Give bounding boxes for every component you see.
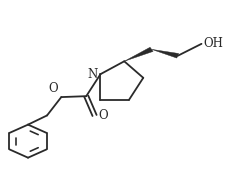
Polygon shape <box>152 49 179 58</box>
Text: N: N <box>87 68 98 81</box>
Text: O: O <box>98 109 108 122</box>
Polygon shape <box>124 47 153 61</box>
Text: OH: OH <box>204 37 224 50</box>
Text: O: O <box>49 82 58 95</box>
